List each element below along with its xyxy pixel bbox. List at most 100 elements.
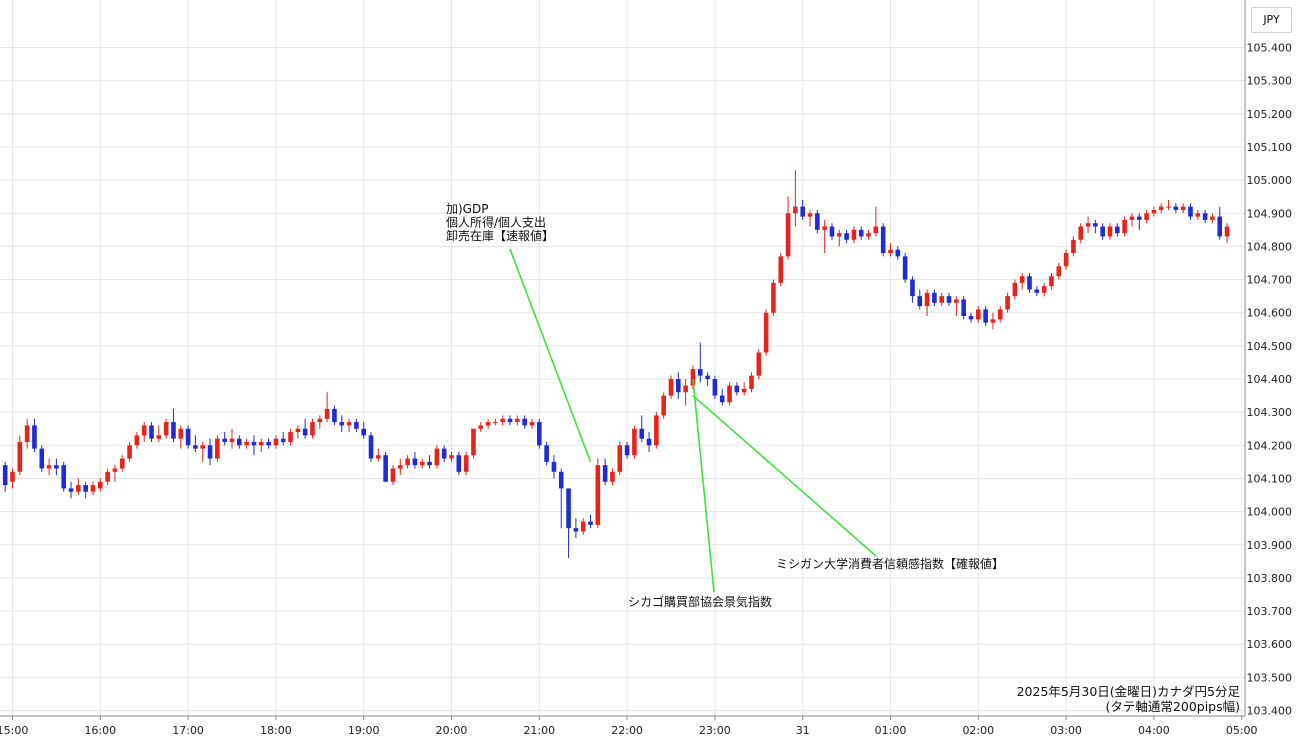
chart-caption-line-1: 2025年5月30日(金曜日)カナダ円5分足 — [1017, 684, 1241, 699]
candle-down — [712, 375, 718, 399]
candle-body — [544, 445, 549, 462]
candle-body — [815, 213, 820, 230]
candle-up — [851, 226, 857, 244]
candle-down — [266, 438, 271, 449]
candle-down — [844, 229, 849, 244]
candle-up — [1085, 216, 1091, 234]
candle-up — [485, 418, 491, 429]
candle-up — [1224, 223, 1230, 244]
candle-up — [200, 441, 206, 462]
candle-up — [90, 481, 96, 496]
candle-down — [815, 209, 820, 234]
time-tick-label: 01:00 — [875, 724, 907, 737]
candle-body — [207, 445, 213, 459]
candle-body — [785, 213, 791, 257]
time-tick-label: 22:00 — [611, 724, 643, 737]
candle-body — [507, 418, 513, 423]
candle-body — [661, 395, 666, 416]
price-axis[interactable]: 105.400 105.300 105.200 105.100 105.000 104.9… — [1247, 42, 1293, 718]
candle-down — [339, 415, 345, 433]
candle-up — [1166, 199, 1171, 210]
candle-down — [551, 455, 557, 479]
candle-body — [39, 448, 45, 469]
candle-body — [595, 465, 601, 525]
candle-up — [580, 518, 586, 535]
candle-up — [924, 289, 930, 317]
candle-up — [771, 279, 776, 317]
annotation-leader-line — [509, 248, 592, 463]
candle-down — [895, 246, 901, 260]
price-tick-label: 104.900 — [1247, 207, 1293, 220]
time-tick-label: 21:00 — [523, 724, 555, 737]
price-tick-label: 104.600 — [1247, 307, 1293, 320]
candle-up — [1180, 203, 1186, 214]
candle-body — [1224, 226, 1230, 237]
price-tick-label: 103.800 — [1247, 572, 1293, 585]
candle-down — [39, 445, 45, 472]
candle-up — [822, 219, 827, 254]
candle-down — [1173, 203, 1179, 214]
candle-body — [222, 438, 227, 442]
candle-up — [76, 478, 81, 496]
time-tick-label: 17:00 — [172, 724, 204, 737]
candle-up — [939, 292, 945, 307]
price-tick-label: 103.600 — [1247, 638, 1293, 651]
candle-up — [134, 432, 140, 449]
candle-down — [185, 425, 191, 449]
annotation-label: 個人所得/個人支出 — [446, 215, 546, 230]
candle-body — [229, 438, 235, 442]
candle-up — [449, 451, 454, 462]
candle-body — [493, 422, 498, 424]
candle-up — [668, 375, 674, 399]
candle-down — [68, 481, 74, 499]
candle-body — [1093, 223, 1098, 227]
candle-body — [1012, 282, 1018, 297]
candle-up — [976, 306, 981, 323]
candle-up — [1019, 272, 1025, 290]
candle-body — [251, 441, 257, 446]
candle-down — [1027, 272, 1032, 293]
candle-down — [222, 432, 227, 446]
candle-up — [873, 206, 879, 237]
candle-body — [1005, 296, 1010, 310]
candle-body — [690, 369, 696, 386]
candle-body — [463, 455, 469, 472]
candle-down — [441, 445, 447, 462]
candle-up — [1210, 213, 1215, 224]
candle-up — [763, 309, 769, 356]
price-tick-label: 105.100 — [1247, 141, 1293, 154]
candle-up — [463, 451, 469, 476]
candle-body — [624, 445, 630, 456]
time-axis[interactable]: 15:00 16:00 17:00 18:00 19:00 20:00 21:00 22:00… — [0, 716, 1258, 737]
price-tick-label: 104.100 — [1247, 472, 1293, 485]
candle-body — [105, 471, 110, 482]
candle-down — [1034, 286, 1040, 297]
candle-body — [1063, 253, 1069, 267]
candle-down — [456, 451, 462, 476]
candle-up — [836, 229, 842, 247]
candle-up — [1071, 236, 1076, 257]
candle-body — [46, 465, 52, 469]
candle-body — [639, 428, 645, 439]
price-tick-label: 103.700 — [1247, 605, 1293, 618]
candle-body — [1034, 289, 1040, 293]
candle-up — [793, 170, 798, 227]
candle-down — [639, 415, 645, 442]
candle-body — [968, 316, 974, 320]
price-tick-label: 105.400 — [1247, 42, 1293, 55]
candle-up — [683, 379, 688, 406]
candle-body — [1019, 276, 1025, 283]
candle-body — [1056, 266, 1062, 277]
candle-body — [895, 249, 901, 257]
candle-body — [149, 425, 154, 439]
candle-down — [983, 306, 988, 326]
candle-down — [1188, 203, 1193, 220]
candle-body — [924, 292, 930, 307]
candle-down — [910, 276, 915, 303]
candle-up — [419, 458, 425, 469]
candle-body — [427, 461, 432, 466]
candle-body — [888, 249, 893, 254]
candle-up — [595, 458, 601, 529]
